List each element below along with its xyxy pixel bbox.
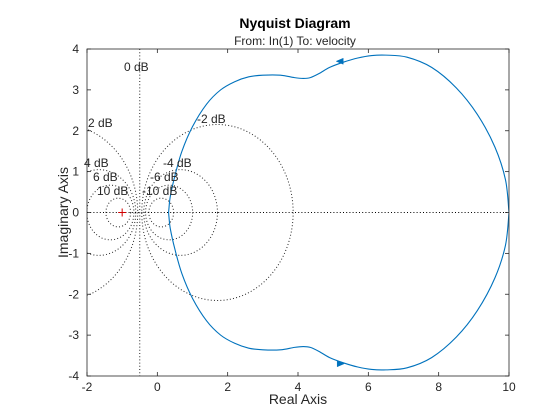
x-axis-label: Real Axis (269, 391, 327, 407)
m-circle-label: -2 dB (197, 112, 226, 126)
chart-title: Nyquist Diagram (239, 15, 350, 31)
m-circle-label: -6 dB (150, 170, 179, 184)
m-circle-grid (87, 49, 294, 376)
y-tick-label: 4 (72, 42, 79, 56)
nyquist-curves (168, 54, 509, 371)
x-tick-label: 6 (365, 380, 372, 394)
m-circle-label: -10 dB (142, 184, 177, 198)
y-tick-label: 3 (72, 83, 79, 97)
direction-arrow (336, 360, 345, 368)
m-circle-10db (105, 197, 132, 228)
direction-arrow (335, 57, 344, 65)
nyquist-curve-positive-freq (168, 54, 509, 213)
y-tick-label: 0 (72, 206, 79, 220)
x-tick-label: 8 (435, 380, 442, 394)
m-circle-neg4db (143, 169, 218, 256)
m-circle-neg2db (141, 124, 294, 301)
y-tick-label: -3 (68, 328, 79, 342)
critical-point-marker (118, 208, 127, 217)
m-circle-label: 6 dB (93, 170, 118, 184)
x-tick-label: 4 (295, 380, 302, 394)
m-circle-label: 0 dB (124, 60, 149, 74)
m-circle-2db (87, 128, 139, 297)
axis-ticks: -2 0 2 4 6 8 10 -4 -3 -2 -1 0 1 2 3 4 (68, 42, 516, 394)
y-tick-label: -2 (68, 287, 79, 301)
y-tick-label: -4 (68, 369, 79, 383)
y-tick-label: -1 (68, 246, 79, 260)
x-tick-label: 10 (502, 380, 516, 394)
y-tick-label: 1 (72, 165, 79, 179)
nyquist-curve-negative-freq (168, 212, 509, 371)
m-circle-label: -4 dB (163, 156, 192, 170)
chart-subtitle: From: In(1) To: velocity (234, 34, 356, 48)
m-circle-label: 4 dB (84, 156, 109, 170)
x-tick-label: 0 (154, 380, 161, 394)
m-circle-label: 2 dB (88, 116, 113, 130)
y-tick-label: 2 (72, 124, 79, 138)
y-axis-label: Imaginary Axis (55, 167, 71, 258)
m-circle-labels: 0 dB 2 dB -2 dB 4 dB -4 dB 6 dB -6 dB 10 dB -10 … (84, 60, 226, 198)
m-circle-6db (87, 184, 135, 241)
x-tick-label: -2 (82, 380, 93, 394)
m-circle-label: 10 dB (97, 184, 128, 198)
x-tick-label: 2 (224, 380, 231, 394)
